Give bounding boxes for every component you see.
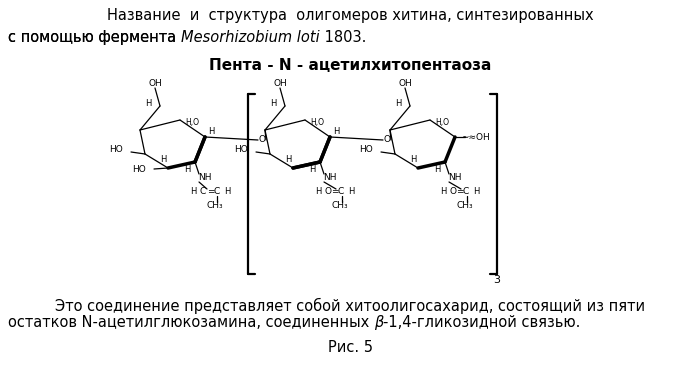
Text: O: O xyxy=(384,135,391,145)
Text: C: C xyxy=(200,188,206,197)
Text: остатков N-ацетилглюкозамина, соединенных: остатков N-ацетилглюкозамина, соединенны… xyxy=(8,315,374,330)
Text: =: = xyxy=(331,188,339,197)
Text: β: β xyxy=(374,315,384,330)
Text: H: H xyxy=(270,99,276,109)
Text: HO: HO xyxy=(109,145,123,155)
Text: с помощью фермента: с помощью фермента xyxy=(8,30,181,45)
Text: 1803.: 1803. xyxy=(319,30,366,45)
Text: HO: HO xyxy=(359,145,373,155)
Text: Mesorhizobium loti: Mesorhizobium loti xyxy=(181,30,319,45)
Text: =: = xyxy=(456,188,464,197)
Text: Рис. 5: Рис. 5 xyxy=(328,340,372,355)
Text: H: H xyxy=(332,127,340,135)
Text: H: H xyxy=(315,188,321,197)
Text: Название  и  структура  олигомеров хитина, синтезированных: Название и структура олигомеров хитина, … xyxy=(106,8,594,23)
Text: Пента - N - ацетилхитопентаоза: Пента - N - ацетилхитопентаоза xyxy=(209,58,491,73)
Text: CH₃: CH₃ xyxy=(206,202,223,210)
Text: H: H xyxy=(224,188,230,197)
Text: C: C xyxy=(463,188,469,197)
Text: CH₃: CH₃ xyxy=(332,202,349,210)
Text: NH: NH xyxy=(198,173,212,183)
Text: H,O: H,O xyxy=(310,118,324,127)
Text: H: H xyxy=(285,156,291,164)
Text: H: H xyxy=(184,166,190,174)
Text: H: H xyxy=(395,99,401,109)
Text: Это соединение представляет собой хитоолигосахарид, состоящий из пяти: Это соединение представляет собой хитоол… xyxy=(55,298,645,314)
Text: OH: OH xyxy=(398,79,412,88)
Text: C: C xyxy=(214,188,220,197)
Text: OH: OH xyxy=(148,79,162,88)
Text: ~≈OH: ~≈OH xyxy=(461,132,489,142)
Text: C: C xyxy=(338,188,344,197)
Text: O: O xyxy=(325,188,332,197)
Text: H: H xyxy=(473,188,480,197)
Text: CH₃: CH₃ xyxy=(456,202,473,210)
Text: H,O: H,O xyxy=(435,118,449,127)
Text: H: H xyxy=(348,188,354,197)
Text: H: H xyxy=(440,188,446,197)
Text: H: H xyxy=(208,127,214,135)
Text: O: O xyxy=(258,135,265,145)
Text: H: H xyxy=(145,99,151,109)
Text: 3: 3 xyxy=(494,275,500,285)
Text: O: O xyxy=(449,188,456,197)
Text: HO: HO xyxy=(234,145,248,155)
Text: OH: OH xyxy=(273,79,287,88)
Text: H: H xyxy=(190,188,196,197)
Text: -1,4-гликозидной связью.: -1,4-гликозидной связью. xyxy=(384,315,580,330)
Text: NH: NH xyxy=(448,173,462,183)
Text: H,O: H,O xyxy=(185,118,199,127)
Text: =: = xyxy=(207,188,215,197)
Text: с помощью фермента: с помощью фермента xyxy=(8,30,181,45)
Text: H: H xyxy=(434,166,440,174)
Text: H: H xyxy=(410,156,416,164)
Text: NH: NH xyxy=(323,173,337,183)
Text: H: H xyxy=(160,156,166,164)
Text: HO: HO xyxy=(132,166,146,174)
Text: H: H xyxy=(309,166,315,174)
